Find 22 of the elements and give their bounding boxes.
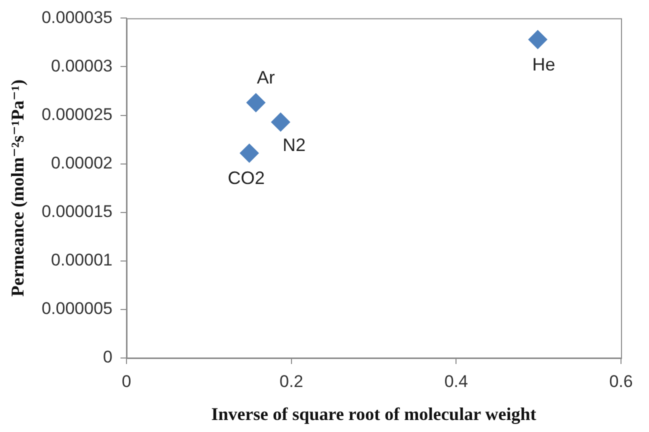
annotation: CO2 [228, 168, 265, 188]
x-tick-label: 0.4 [444, 372, 468, 391]
y-tick-label: 0.00002 [51, 154, 113, 173]
x-tick-label: 0.6 [609, 372, 633, 391]
y-tick-label: 0.000035 [42, 8, 113, 27]
y-tick-label: 0.000025 [42, 104, 113, 124]
annotation: Ar [256, 68, 275, 88]
point [246, 93, 266, 112]
y-tick-label: 0 [103, 348, 113, 367]
point [271, 112, 290, 132]
point [528, 30, 548, 50]
y-tick-label: 0.000015 [42, 202, 113, 222]
point [240, 144, 259, 163]
y-tick-label: 0.000005 [42, 299, 113, 318]
x-tick-label: 0 [122, 372, 132, 391]
y-tick-label: 0.00003 [51, 56, 113, 76]
y-axis-title: Permeance (molm⁻²s⁻¹Pa⁻¹) [7, 80, 28, 297]
x-axis-title: Inverse of square root of molecular weight [211, 404, 536, 424]
y-tick-label: 0.00001 [51, 250, 113, 270]
annotation: N2 [282, 135, 306, 156]
annotation: He [532, 54, 556, 75]
x-tick-label: 0.2 [280, 372, 304, 391]
